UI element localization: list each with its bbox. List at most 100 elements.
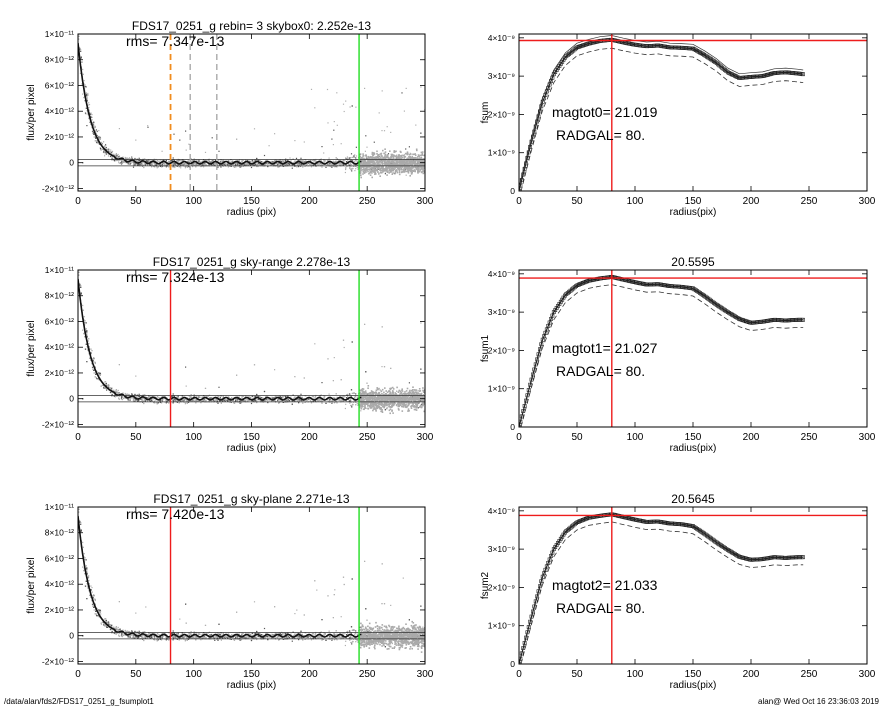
scatter-point [361,164,364,167]
scatter-point [138,163,140,165]
scatter-point [163,161,165,163]
scatter-point [286,163,288,165]
scatter-point [177,164,179,166]
scatter-point [370,161,372,164]
scatter-point [188,143,190,145]
scatter-point [392,169,395,172]
scatter-point [87,114,89,116]
scatter-point [342,164,344,166]
fsum-point [526,150,531,155]
scatter-point [342,161,344,163]
scatter-point [310,166,313,168]
scatter-point [153,163,156,165]
scatter-point [267,163,269,165]
fsum-point [529,139,534,144]
y-axis-label: flux/per pixel [26,84,37,140]
scatter-point [332,161,335,163]
scatter-point [287,163,289,165]
fsum-point [546,86,551,90]
scatter-point [386,155,388,158]
scatter-point [405,167,408,170]
scatter-point [228,160,230,162]
scatter-point [98,130,100,132]
scatter-point [346,156,348,158]
scatter-point [327,160,329,162]
scatter-point [323,161,325,163]
scatter-point [350,168,352,171]
scatter-point [190,160,192,162]
scatter-point [414,161,416,163]
fsum-point [536,114,541,119]
scatter-point [415,165,417,168]
scatter-point [409,168,411,170]
scatter-point [160,163,162,165]
scatter-point [396,170,398,172]
scatter-point [273,159,276,161]
scatter-point [371,167,373,170]
scatter-point [134,157,136,160]
scatter-point [278,166,280,168]
scatter-point [407,170,409,173]
scatter-point [372,154,375,157]
scatter-point [374,168,376,171]
scatter-point [377,167,379,169]
scatter-point [374,172,377,174]
scatter-point [355,168,357,170]
scatter-point [375,169,378,172]
scatter-point [90,116,92,118]
scatter-point [407,172,410,174]
scatter-point [151,164,153,166]
scatter-point [154,163,156,165]
scatter-point [129,163,131,165]
scatter-point [416,158,419,160]
plot-area [78,34,425,191]
scatter-point [109,155,112,158]
scatter-point [232,164,234,166]
scatter-point [384,148,386,150]
scatter-point [231,160,234,162]
y-axis-label: fsum [480,102,491,124]
scatter-point [370,164,372,166]
x-tick-label: 0 [516,196,522,207]
scatter-point [314,107,316,109]
scatter-point [418,167,420,170]
scatter-point [389,150,391,152]
scatter-point [403,169,405,171]
scatter-point [167,163,169,165]
scatter-point [388,164,391,167]
scatter-point [88,117,90,120]
scatter-point [423,170,425,173]
scatter-point [408,146,410,148]
scatter-point [400,160,403,162]
scatter-point [211,164,213,166]
scatter-point [136,160,138,162]
scatter-point [402,163,405,166]
scatter-point [371,172,373,174]
scatter-point [380,153,382,155]
scatter-point [400,157,402,160]
scatter-point [91,127,93,129]
scatter-point [192,164,194,166]
scatter-point [261,164,263,167]
scatter-point [345,100,347,102]
scatter-point [261,162,263,164]
scatter-point [103,150,105,152]
scatter-point [83,83,85,85]
scatter-point [203,163,205,165]
scatter-point [105,144,107,146]
scatter-point [420,171,423,174]
scatter-point [414,163,416,165]
scatter-point [374,173,376,175]
scatter-point [378,158,380,160]
scatter-point [362,157,365,160]
scatter-point [408,156,411,158]
scatter-point [382,157,384,159]
scatter-point [104,151,106,153]
scatter-point [310,162,312,164]
scatter-point [259,160,261,162]
scatter-point [208,160,210,162]
scatter-point [378,159,381,162]
scatter-point [346,161,348,163]
scatter-point [403,168,405,170]
scatter-point [96,130,98,132]
